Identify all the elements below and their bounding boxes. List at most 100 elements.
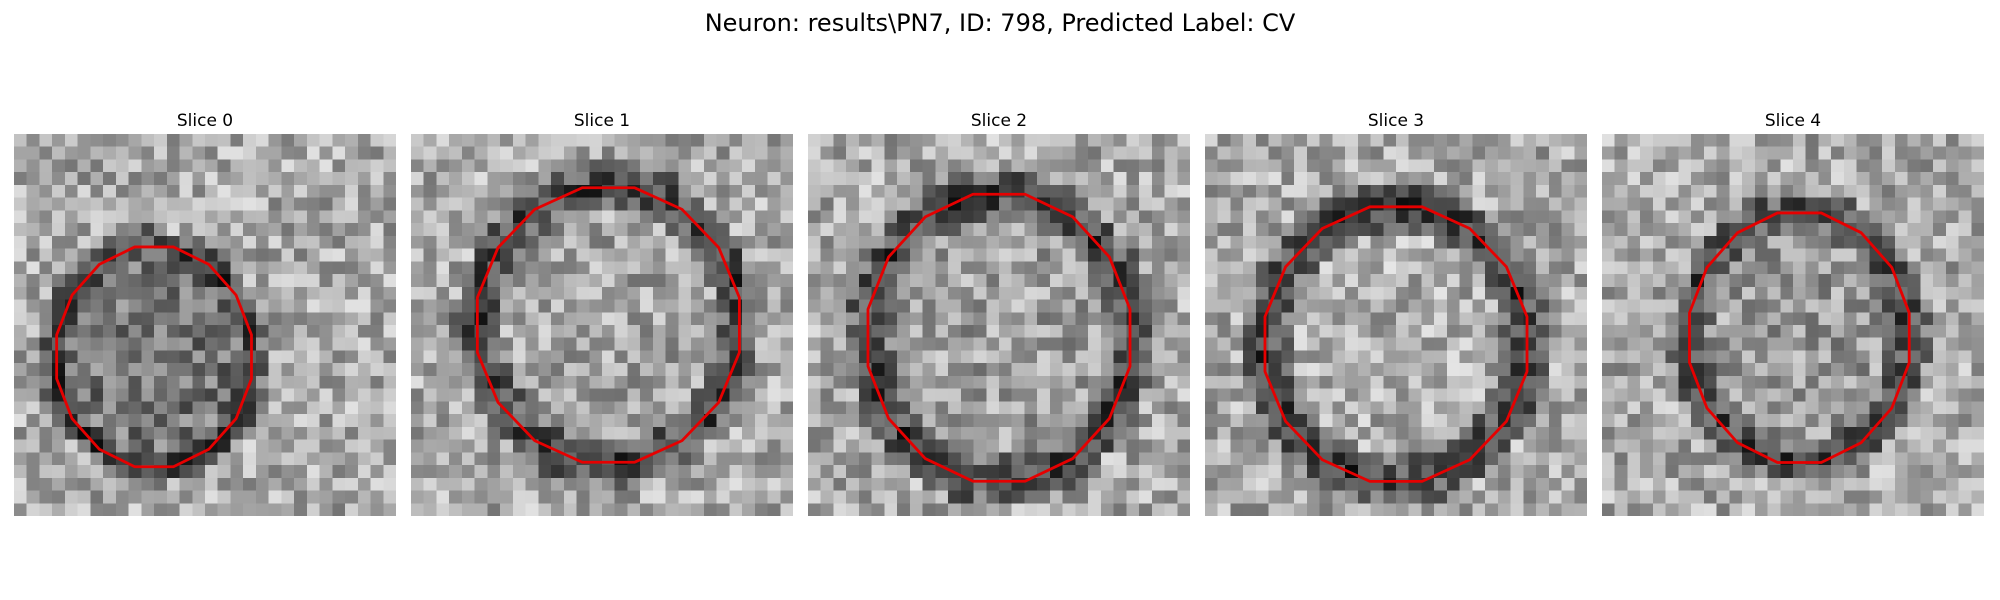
pixel [1844,287,1857,300]
pixel [154,274,167,287]
pixel [462,185,475,198]
pixel [1358,159,1371,172]
pixel [320,389,333,402]
pixel [1101,389,1114,402]
pixel [589,376,602,389]
pixel [1640,503,1653,516]
pixel [1294,503,1307,516]
pixel [961,325,974,338]
pixel [1678,440,1691,453]
pixel [948,427,961,440]
pixel [768,376,781,389]
pixel [1971,134,1984,147]
pixel [872,198,885,211]
pixel [1421,414,1434,427]
pixel [1742,236,1755,249]
pixel [1729,376,1742,389]
pixel [564,414,577,427]
pixel [640,414,653,427]
pixel [1243,312,1256,325]
pixel [678,261,691,274]
pixel [256,452,269,465]
pixel [640,503,653,516]
pixel [884,172,897,185]
pixel [281,452,294,465]
pixel [103,491,116,504]
pixel [1780,274,1793,287]
pixel [691,440,704,453]
pixel [526,172,539,185]
pixel [487,274,500,287]
pixel [358,210,371,223]
pixel [768,300,781,313]
pixel [307,389,320,402]
pixel [307,491,320,504]
pixel [1012,172,1025,185]
pixel [1511,465,1524,478]
pixel [602,312,615,325]
pixel [332,503,345,516]
pixel [1409,350,1422,363]
pixel [256,389,269,402]
pixel [1498,236,1511,249]
pixel [564,491,577,504]
pixel [449,147,462,160]
pixel [436,210,449,223]
pixel [833,427,846,440]
pixel [768,491,781,504]
pixel [1755,491,1768,504]
pixel [538,363,551,376]
pixel [1831,134,1844,147]
pixel [1460,198,1473,211]
pixel [230,363,243,376]
pixel [1602,287,1615,300]
pixel [1806,401,1819,414]
pixel [294,223,307,236]
pixel [1523,185,1536,198]
pixel [411,440,424,453]
pixel [294,427,307,440]
pixel [52,287,65,300]
pixel [1806,159,1819,172]
pixel [910,185,923,198]
pixel [678,172,691,185]
pixel [1332,427,1345,440]
pixel [1895,350,1908,363]
pixel [1857,325,1870,338]
pixel [1895,440,1908,453]
pixel [1294,185,1307,198]
pixel [230,427,243,440]
pixel [154,478,167,491]
pixel [704,159,717,172]
pixel [910,389,923,402]
pixel [192,491,205,504]
pixel [1602,325,1615,338]
pixel [462,414,475,427]
pixel [602,478,615,491]
pixel [1666,503,1679,516]
pixel [538,350,551,363]
pixel [1307,147,1320,160]
pixel [1152,287,1165,300]
pixel [1421,376,1434,389]
pixel [1139,210,1152,223]
pixel [808,376,821,389]
pixel [1088,287,1101,300]
pixel [1177,261,1190,274]
pixel [577,236,590,249]
pixel [974,401,987,414]
pixel [424,350,437,363]
pixel [1857,274,1870,287]
pixel [1269,414,1282,427]
pixel [768,338,781,351]
pixel [833,261,846,274]
pixel [526,147,539,160]
pixel [640,147,653,160]
pixel [383,478,396,491]
pixel [640,287,653,300]
pixel [666,236,679,249]
pixel [1511,261,1524,274]
pixel [1012,414,1025,427]
pixel [243,249,256,262]
pixel [768,503,781,516]
